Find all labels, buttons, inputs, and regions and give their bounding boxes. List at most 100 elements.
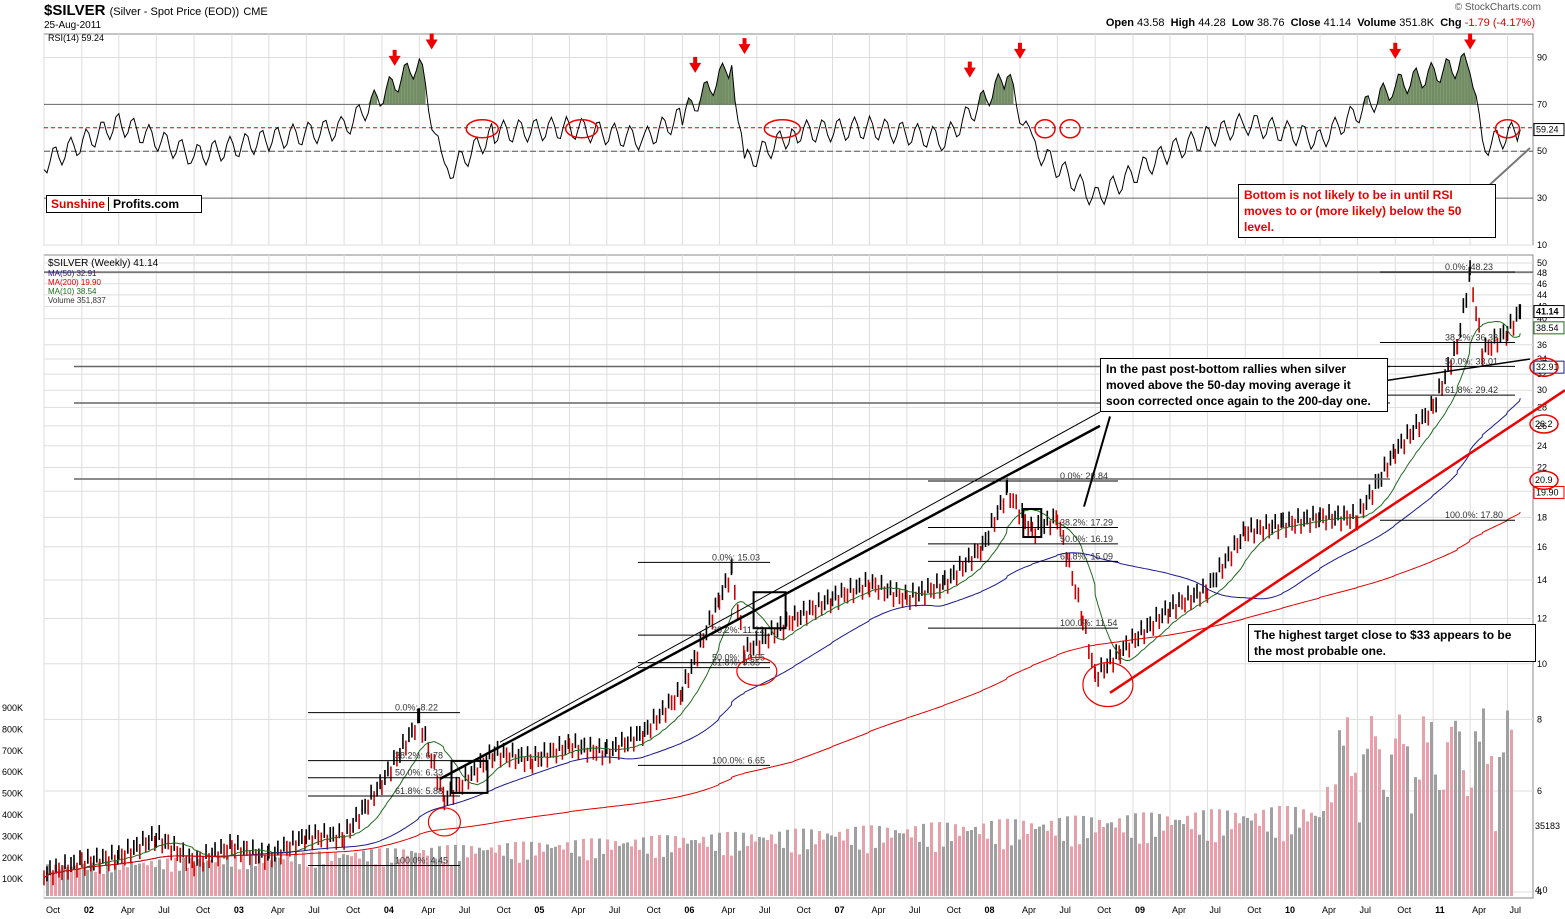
volume-bar xyxy=(282,859,285,896)
volume-bar xyxy=(842,840,845,896)
rsi-overbought-fill xyxy=(374,90,378,105)
price-tag: 19.90 xyxy=(1536,487,1559,497)
price-tick-label: 48 xyxy=(1537,268,1547,278)
symbol: $SILVER xyxy=(44,2,106,19)
volume-bar xyxy=(1122,832,1125,896)
rsi-sell-arrow-shaft xyxy=(1468,33,1473,41)
volume-bar xyxy=(1346,717,1349,896)
volume-bar xyxy=(1402,744,1405,896)
volume-bar xyxy=(1502,752,1505,896)
rsi-overbought-fill xyxy=(1007,74,1011,105)
volume-bar xyxy=(726,831,729,896)
volume-bar xyxy=(358,858,361,896)
volume-bar xyxy=(426,855,429,896)
rsi-overbought-fill xyxy=(1416,68,1420,105)
volume-bar xyxy=(650,835,653,896)
volume-bar xyxy=(890,837,893,896)
volume-bar xyxy=(490,847,493,896)
rsi-sell-arrow xyxy=(388,55,401,66)
x-tick-label: Apr xyxy=(871,905,885,915)
volume-bar xyxy=(498,845,501,896)
volume-bar xyxy=(142,862,145,896)
volume-bar xyxy=(570,852,573,896)
symbol-description: (Silver - Spot Price (EOD)) xyxy=(109,6,240,18)
volume-bar xyxy=(742,832,745,896)
volume-bar xyxy=(530,841,533,896)
volume-bar xyxy=(854,826,857,896)
rsi-sell-arrow xyxy=(738,44,751,55)
chart-date: 25-Aug-2011 xyxy=(44,20,102,31)
volume-bar xyxy=(886,827,889,896)
volume-bar xyxy=(242,854,245,896)
rsi-current-tag xyxy=(1533,123,1565,137)
volume-bar xyxy=(110,872,113,896)
volume-bar xyxy=(730,855,733,896)
volume-bar xyxy=(258,854,261,896)
high-label: High xyxy=(1170,17,1196,29)
price-tick-label: 28 xyxy=(1537,402,1547,412)
rsi-sell-arrow xyxy=(689,62,702,73)
rsi-tick-label: 50 xyxy=(1537,146,1547,156)
volume-bar xyxy=(1126,815,1129,896)
volume-bar xyxy=(1162,830,1165,896)
volume-bar xyxy=(1334,784,1337,896)
close-label: Close xyxy=(1290,17,1321,29)
note-pointer-1 xyxy=(1083,416,1111,507)
volume-bar xyxy=(1266,831,1269,896)
volume-bar xyxy=(238,869,241,896)
volume-bar xyxy=(1410,813,1413,896)
volume-bar xyxy=(818,831,821,896)
volume-bar xyxy=(986,838,989,896)
ma200-line xyxy=(43,511,1521,879)
volume-bar xyxy=(758,836,761,896)
volume-bar xyxy=(554,846,557,896)
volume-bar xyxy=(1110,822,1113,896)
volume-bar xyxy=(1090,817,1093,896)
volume-bar xyxy=(958,835,961,896)
volume-bar xyxy=(1078,844,1081,896)
rsi-overbought-fill xyxy=(1440,70,1444,105)
volume-bar xyxy=(234,855,237,896)
volume-bar xyxy=(894,830,897,896)
volume-bar xyxy=(1494,831,1497,896)
rsi-overbought-fill xyxy=(1419,77,1423,105)
volume-bar xyxy=(442,861,445,896)
x-tick-label: Apr xyxy=(421,905,435,915)
volume-bar xyxy=(1350,776,1353,896)
volume-bar xyxy=(546,844,549,896)
volume-bar xyxy=(370,849,373,896)
volume-bar xyxy=(1198,834,1201,896)
volume-bar xyxy=(478,847,481,896)
fib-label: 50.0%: 16.19 xyxy=(1060,534,1113,544)
rsi-overbought-fill xyxy=(1455,70,1459,105)
volume-bar xyxy=(402,849,405,896)
brand-part1: Sunshine xyxy=(51,197,106,211)
volume-bar xyxy=(170,871,173,896)
price-tag: 41.14 xyxy=(1536,307,1559,317)
high-value: 44.28 xyxy=(1198,17,1226,29)
rsi-sell-arrow-shaft xyxy=(1017,42,1022,50)
volume-bar xyxy=(1362,754,1365,896)
volume-bar xyxy=(1026,834,1029,896)
volume-bar xyxy=(566,842,569,896)
volume-bar xyxy=(1282,841,1285,896)
volume-bar xyxy=(646,853,649,896)
fib-label: 100.0%: 6.65 xyxy=(712,755,765,765)
volume-bar xyxy=(722,855,725,896)
volume-bar xyxy=(1438,790,1441,896)
volume-bar xyxy=(1394,738,1397,896)
rsi-overbought-fill xyxy=(719,63,723,105)
rsi-overbought-fill xyxy=(1443,58,1447,105)
volume-bar xyxy=(906,829,909,896)
volume-bar xyxy=(474,853,477,896)
rsi-overbought-fill xyxy=(404,63,408,105)
volume-bar xyxy=(214,862,217,896)
rsi-annotation: Bottom is not likely to be in until RSI … xyxy=(1238,184,1496,238)
volume-bar xyxy=(1250,820,1253,896)
volume-bar xyxy=(254,866,257,896)
volume-tick-label: 300K xyxy=(2,831,23,841)
volume-bar xyxy=(1022,820,1025,896)
volume-bar xyxy=(1098,819,1101,896)
volume-bar xyxy=(146,865,149,896)
fib-label: 100.0%: 17.80 xyxy=(1445,510,1503,520)
